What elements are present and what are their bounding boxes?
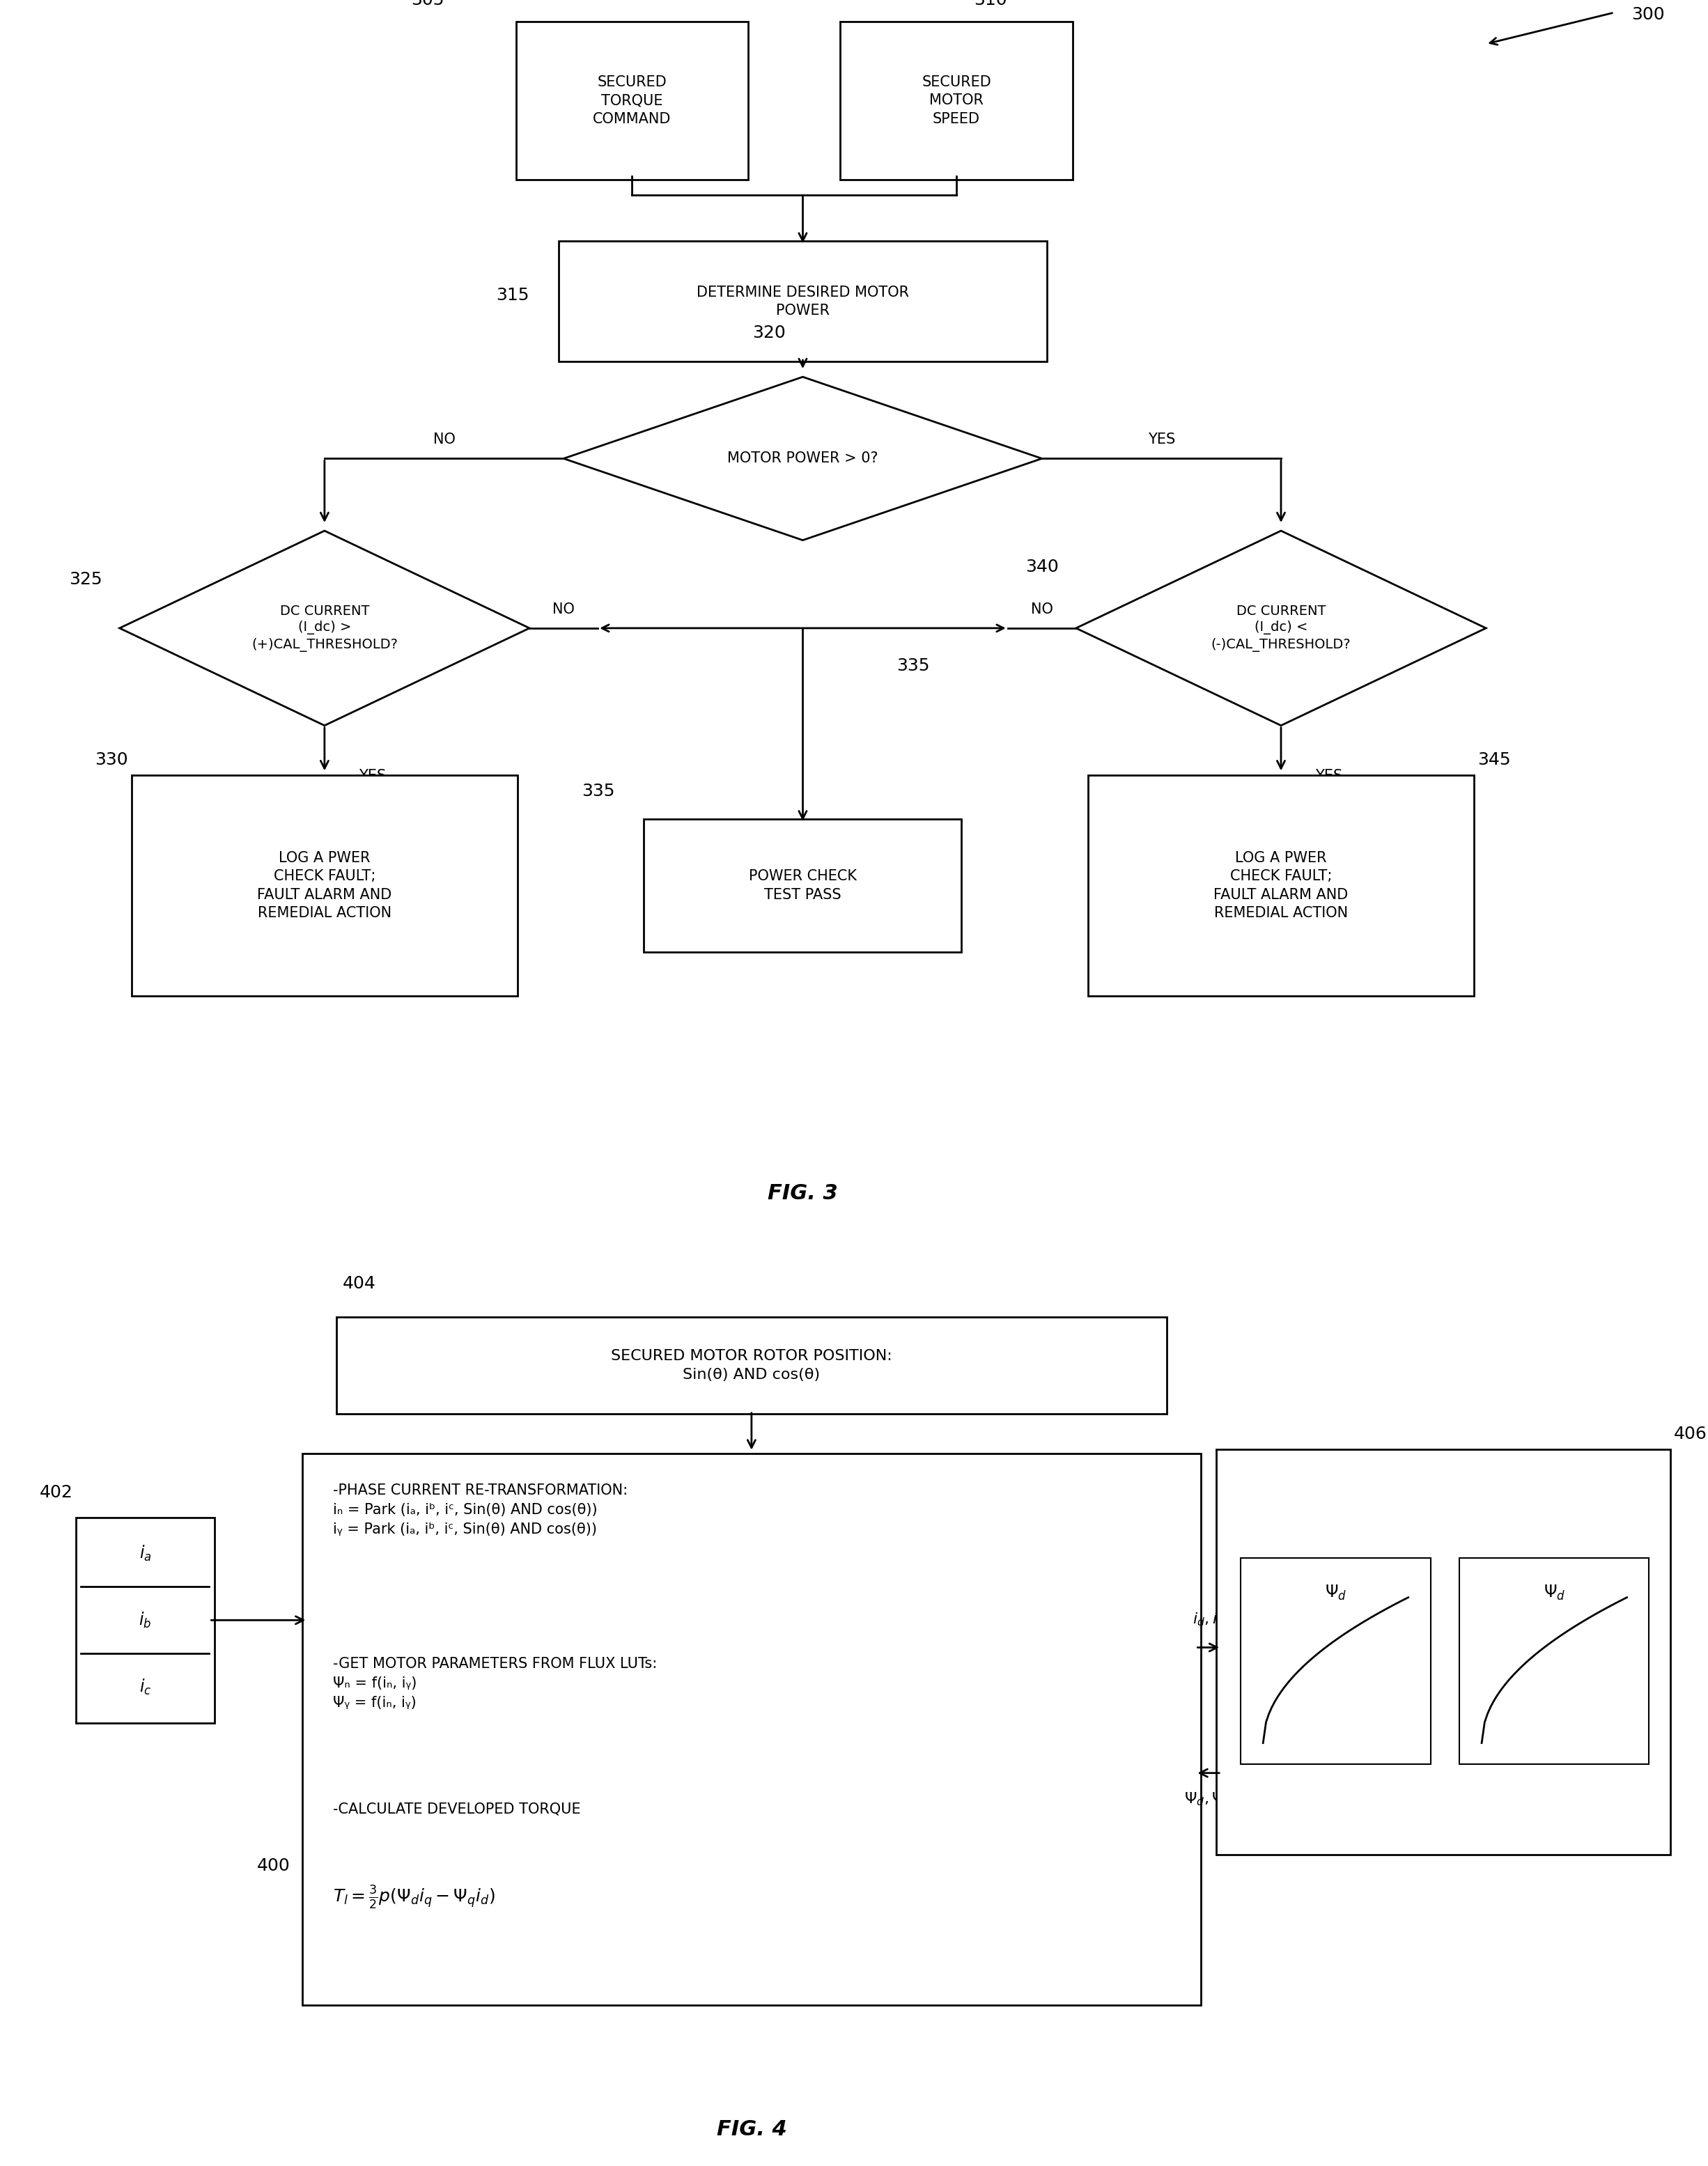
- Text: $T_l = \frac{3}{2}p(\Psi_d i_q - \Psi_q i_d)$: $T_l = \frac{3}{2}p(\Psi_d i_q - \Psi_q …: [333, 1884, 495, 1910]
- Text: NO: NO: [434, 433, 454, 446]
- Text: SECURED MOTOR ROTOR POSITION:
Sin(θ) AND cos(θ): SECURED MOTOR ROTOR POSITION: Sin(θ) AND…: [611, 1349, 892, 1382]
- FancyBboxPatch shape: [1242, 1557, 1431, 1763]
- Text: $i_b$: $i_b$: [138, 1612, 152, 1629]
- Text: 305: 305: [412, 0, 444, 9]
- FancyBboxPatch shape: [1088, 775, 1474, 996]
- Text: -GET MOTOR PARAMETERS FROM FLUX LUTs:
Ψₙ = f(iₙ, iᵧ)
Ψᵧ = f(iₙ, iᵧ): -GET MOTOR PARAMETERS FROM FLUX LUTs: Ψₙ…: [333, 1657, 658, 1709]
- FancyBboxPatch shape: [644, 819, 962, 953]
- Text: DC CURRENT
(I_dc) >
(+)CAL_THRESHOLD?: DC CURRENT (I_dc) > (+)CAL_THRESHOLD?: [251, 604, 398, 652]
- Text: POWER CHECK
TEST PASS: POWER CHECK TEST PASS: [748, 869, 857, 901]
- Text: 345: 345: [1477, 752, 1510, 769]
- Text: $\Psi_d, \Psi_q$: $\Psi_d, \Psi_q$: [1185, 1791, 1231, 1809]
- Text: 340: 340: [1027, 559, 1059, 576]
- Text: -PHASE CURRENT RE-TRANSFORMATION:
iₙ = Park (iₐ, iᵇ, iᶜ, Sin(θ) AND cos(θ))
iᵧ =: -PHASE CURRENT RE-TRANSFORMATION: iₙ = P…: [333, 1484, 629, 1536]
- Text: 330: 330: [96, 752, 128, 769]
- Text: $\Psi_d$: $\Psi_d$: [1325, 1583, 1346, 1603]
- FancyBboxPatch shape: [559, 240, 1047, 362]
- Text: FIG. 4: FIG. 4: [716, 2121, 787, 2140]
- FancyBboxPatch shape: [840, 22, 1073, 180]
- FancyBboxPatch shape: [302, 1453, 1201, 2006]
- Text: MOTOR POWER > 0?: MOTOR POWER > 0?: [728, 451, 878, 466]
- Text: NO: NO: [553, 602, 574, 617]
- Text: DC CURRENT
(I_dc) <
(-)CAL_THRESHOLD?: DC CURRENT (I_dc) < (-)CAL_THRESHOLD?: [1211, 604, 1351, 652]
- Text: 335: 335: [897, 658, 929, 674]
- Text: $i_d, i_q$: $i_d, i_q$: [1192, 1612, 1225, 1629]
- Text: 335: 335: [582, 784, 615, 799]
- FancyBboxPatch shape: [1216, 1449, 1670, 1854]
- Text: $i_c$: $i_c$: [138, 1676, 152, 1696]
- Text: SECURED
TORQUE
COMMAND: SECURED TORQUE COMMAND: [593, 76, 671, 126]
- Text: 400: 400: [258, 1858, 290, 1874]
- Text: LOG A PWER
CHECK FAULT;
FAULT ALARM AND
REMEDIAL ACTION: LOG A PWER CHECK FAULT; FAULT ALARM AND …: [258, 851, 391, 921]
- Text: 404: 404: [342, 1276, 376, 1291]
- FancyBboxPatch shape: [132, 775, 518, 996]
- Text: SECURED
MOTOR
SPEED: SECURED MOTOR SPEED: [922, 76, 991, 126]
- Text: 325: 325: [70, 572, 102, 587]
- Text: 406: 406: [1674, 1425, 1708, 1443]
- Text: DETERMINE DESIRED MOTOR
POWER: DETERMINE DESIRED MOTOR POWER: [697, 286, 909, 318]
- Text: YES: YES: [1315, 769, 1342, 782]
- FancyBboxPatch shape: [516, 22, 748, 180]
- Polygon shape: [1076, 531, 1486, 726]
- Polygon shape: [120, 531, 529, 726]
- Text: YES: YES: [359, 769, 386, 782]
- Text: 300: 300: [1631, 6, 1664, 24]
- Text: FIG. 3: FIG. 3: [767, 1183, 839, 1204]
- Text: 310: 310: [974, 0, 1006, 9]
- Text: -CALCULATE DEVELOPED TORQUE: -CALCULATE DEVELOPED TORQUE: [333, 1802, 581, 1815]
- Text: $\Psi_d$: $\Psi_d$: [1544, 1583, 1565, 1603]
- FancyBboxPatch shape: [336, 1317, 1167, 1414]
- Text: YES: YES: [1148, 433, 1175, 446]
- Text: 315: 315: [497, 286, 529, 303]
- Polygon shape: [564, 377, 1042, 539]
- Text: NO: NO: [1032, 602, 1052, 617]
- FancyBboxPatch shape: [1459, 1557, 1650, 1763]
- Text: $i_a$: $i_a$: [138, 1544, 152, 1564]
- Text: 320: 320: [753, 325, 786, 342]
- Text: LOG A PWER
CHECK FAULT;
FAULT ALARM AND
REMEDIAL ACTION: LOG A PWER CHECK FAULT; FAULT ALARM AND …: [1214, 851, 1348, 921]
- Text: 402: 402: [39, 1484, 73, 1501]
- FancyBboxPatch shape: [77, 1518, 215, 1722]
